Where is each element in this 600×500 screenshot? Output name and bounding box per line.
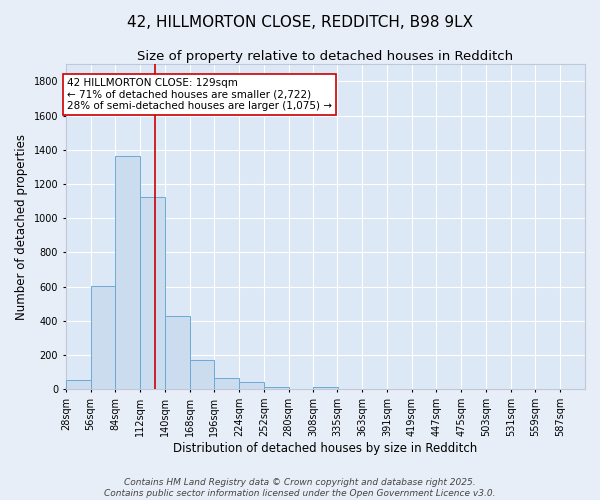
Bar — [214, 378, 239, 390]
Bar — [313, 386, 338, 390]
Bar — [264, 386, 289, 390]
Bar — [115, 156, 140, 390]
Bar — [91, 286, 115, 390]
Text: 42, HILLMORTON CLOSE, REDDITCH, B98 9LX: 42, HILLMORTON CLOSE, REDDITCH, B98 9LX — [127, 15, 473, 30]
Bar — [190, 360, 214, 390]
Title: Size of property relative to detached houses in Redditch: Size of property relative to detached ho… — [137, 50, 514, 63]
Y-axis label: Number of detached properties: Number of detached properties — [15, 134, 28, 320]
Text: 42 HILLMORTON CLOSE: 129sqm
← 71% of detached houses are smaller (2,722)
28% of : 42 HILLMORTON CLOSE: 129sqm ← 71% of det… — [67, 78, 332, 111]
Bar — [66, 380, 91, 390]
Bar — [239, 382, 264, 390]
Text: Contains HM Land Registry data © Crown copyright and database right 2025.
Contai: Contains HM Land Registry data © Crown c… — [104, 478, 496, 498]
Bar — [140, 197, 165, 390]
X-axis label: Distribution of detached houses by size in Redditch: Distribution of detached houses by size … — [173, 442, 478, 455]
Bar — [165, 316, 190, 390]
